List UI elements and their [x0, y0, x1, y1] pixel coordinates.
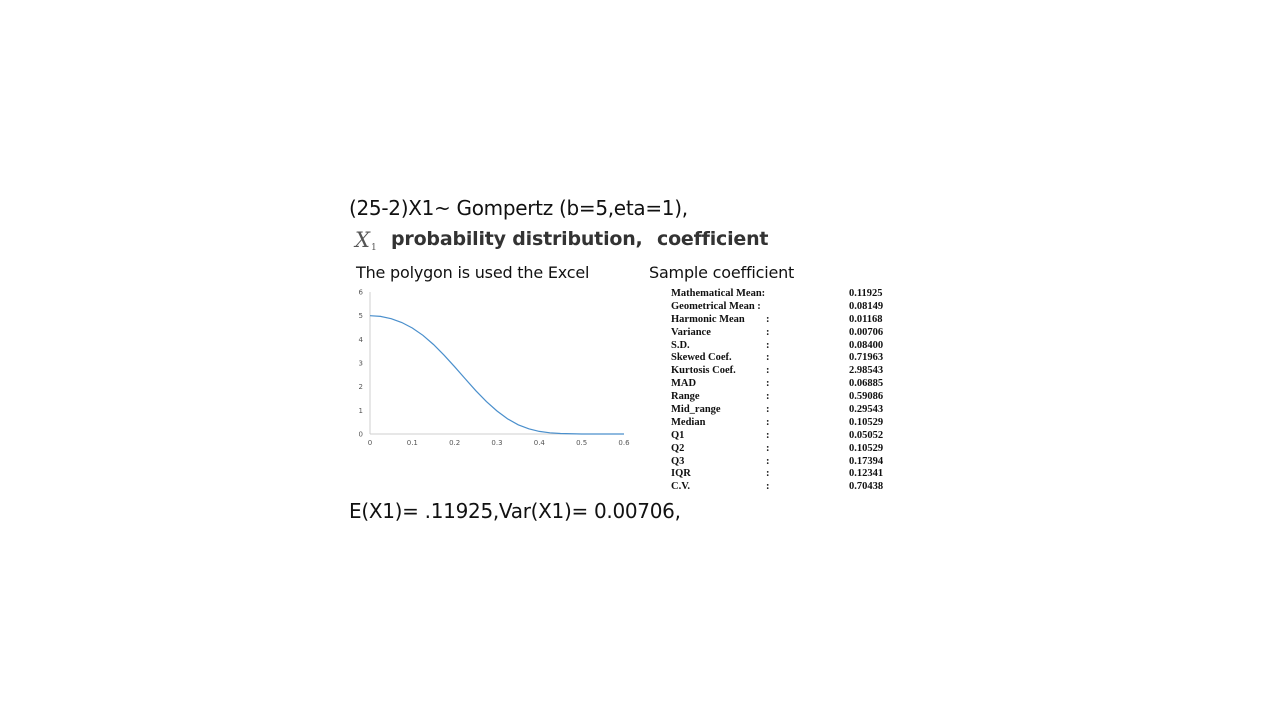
stat-row: Q3: 0.17394: [671, 456, 911, 469]
stat-row: Variance: 0.00706: [671, 327, 911, 340]
x-tick-label: 0.2: [449, 439, 460, 447]
stat-value: 0.01168: [849, 313, 883, 325]
x-tick-label: 0.4: [534, 439, 546, 447]
series-line: [369, 315, 624, 435]
stat-name: Harmonic Mean: [671, 313, 745, 325]
stat-row: Range: 0.59086: [671, 391, 911, 404]
stat-colon: :: [766, 326, 770, 338]
stat-colon: :: [766, 468, 770, 480]
stat-colon: :: [766, 442, 770, 454]
stat-value: 0.29543: [849, 404, 884, 416]
x-tick-label: 0.1: [407, 439, 418, 447]
y-tick-label: 1: [359, 407, 363, 415]
stat-colon: :: [766, 391, 770, 403]
stat-value: 0.11925: [849, 288, 883, 299]
stat-value: 0.59086: [849, 391, 884, 403]
stat-colon: :: [766, 313, 770, 325]
y-tick-label: 3: [359, 360, 363, 368]
stat-row: Mathematical Mean: 0.11925: [671, 288, 911, 301]
stat-value: 0.70438: [849, 481, 884, 493]
stat-value: 0.17394: [849, 455, 884, 467]
stat-value: 2.98543: [849, 365, 884, 377]
stat-row: Geometrical Mean : 0.08149: [671, 301, 911, 314]
y-tick-label: 6: [359, 289, 364, 297]
stat-colon: :: [766, 416, 770, 428]
stat-name: Mid_range: [671, 404, 721, 416]
stat-colon: :: [766, 481, 770, 493]
stat-name: Geometrical Mean :: [671, 300, 761, 312]
stat-row: IQR: 0.12341: [671, 468, 911, 481]
x-tick-label: 0.5: [576, 439, 587, 447]
stat-value: 0.10529: [849, 416, 884, 428]
stat-value: 0.10529: [849, 442, 884, 454]
stat-colon: :: [766, 455, 770, 467]
coefficient-label: coefficient: [657, 228, 769, 250]
stat-value: 0.08400: [849, 339, 884, 351]
stat-row: Kurtosis Coef.: 2.98543: [671, 365, 911, 378]
stat-name: Range: [671, 391, 700, 403]
stat-name: MAD: [671, 378, 697, 390]
stat-name: IQR: [671, 468, 691, 480]
stat-name: Q2: [671, 442, 685, 454]
stat-row: Q1: 0.05052: [671, 430, 911, 443]
stat-colon: :: [766, 404, 770, 416]
stat-name: Mathematical Mean:: [671, 288, 766, 299]
stat-value: 0.71963: [849, 352, 884, 364]
stat-row: Median: 0.10529: [671, 417, 911, 430]
stat-colon: :: [766, 339, 770, 351]
stat-value: 0.05052: [849, 429, 884, 441]
stat-name: Median: [671, 416, 706, 428]
stat-row: MAD: 0.06885: [671, 378, 911, 391]
polygon-label: The polygon is used the Excel: [356, 263, 590, 282]
stat-colon: :: [766, 365, 770, 377]
stat-row: C.V.: 0.70438: [671, 481, 911, 494]
stat-value: 0.00706: [849, 326, 884, 338]
distribution-chart: 0 1 2 3 4 5 6 0 0.1 0.2 0.3 0.4 0.5 0.6: [359, 289, 631, 448]
y-tick-label: 0: [359, 431, 363, 439]
x1-symbol: X: [355, 228, 370, 252]
stat-name: C.V.: [671, 481, 691, 493]
stat-name: Kurtosis Coef.: [671, 365, 736, 377]
stat-name: Q1: [671, 429, 685, 441]
title-line: (25-2)X1~ Gompertz (b=5,eta=1),: [349, 196, 688, 220]
probability-distribution-label: probability distribution,: [391, 228, 643, 250]
stat-name: Q3: [671, 455, 685, 467]
sample-coefficient-label: Sample coefficient: [649, 263, 795, 282]
stat-value: 0.12341: [849, 468, 884, 480]
stat-row: Harmonic Mean: 0.01168: [671, 314, 911, 327]
y-tick-label: 2: [359, 383, 363, 391]
x-tick-label: 0.6: [618, 439, 630, 447]
stat-row: S.D.: 0.08400: [671, 340, 911, 353]
stat-row: Mid_range: 0.29543: [671, 404, 911, 417]
stat-name: S.D.: [671, 339, 690, 351]
y-tick-label: 4: [359, 336, 364, 344]
y-tick-label: 5: [359, 312, 363, 320]
footer-expectation: E(X1)= .11925,Var(X1)= 0.00706,: [349, 499, 681, 523]
stat-colon: :: [766, 378, 770, 390]
stat-colon: :: [766, 352, 770, 364]
stat-row: Skewed Coef.: 0.71963: [671, 352, 911, 365]
stat-colon: :: [766, 429, 770, 441]
x-tick-label: 0: [368, 439, 372, 447]
stat-row: Q2: 0.10529: [671, 443, 911, 456]
stats-table: Mathematical Mean: 0.11925 Geometrical Mea…: [671, 288, 911, 494]
x-tick-label: 0.3: [491, 439, 502, 447]
x1-subscript: 1: [371, 243, 377, 253]
stat-name: Variance: [671, 326, 711, 338]
stat-value: 0.06885: [849, 378, 884, 390]
stat-name: Skewed Coef.: [671, 352, 732, 364]
stat-value: 0.08149: [849, 300, 884, 312]
